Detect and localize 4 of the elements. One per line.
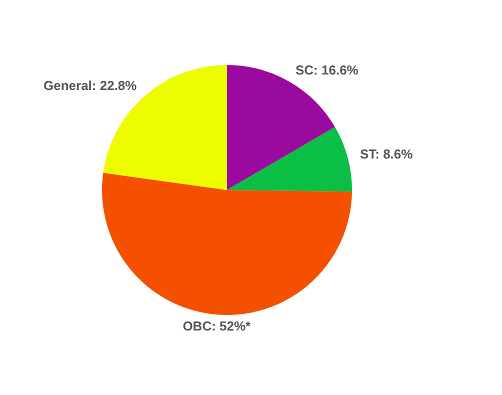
slice-label: SC: 16.6%	[296, 62, 359, 78]
slice-label: OBC: 52%*	[182, 318, 252, 334]
slice-label: ST: 8.6%	[360, 146, 414, 162]
slice-label: General: 22.8%	[44, 78, 138, 93]
